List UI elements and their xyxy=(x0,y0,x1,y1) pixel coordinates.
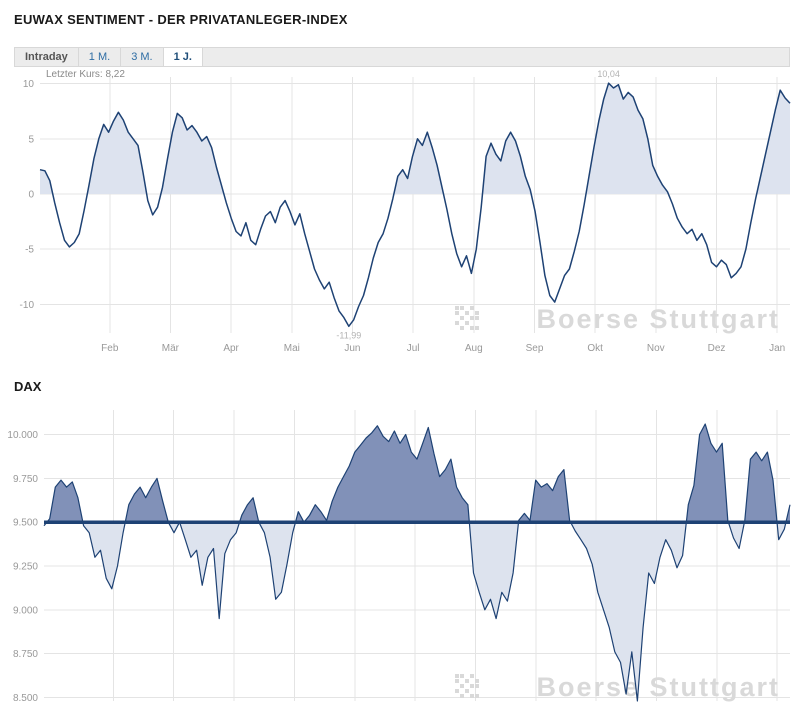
watermark-pixel xyxy=(475,316,479,320)
watermark-pixel xyxy=(460,694,464,698)
watermark-pixel xyxy=(465,321,469,325)
watermark-pixel xyxy=(460,326,464,330)
watermark-pixel xyxy=(470,684,474,688)
y-axis-label: 8.500 xyxy=(13,693,38,704)
y-axis-label: 9.500 xyxy=(13,518,38,529)
x-axis-label: Feb xyxy=(101,343,119,354)
y-axis-label: 5 xyxy=(28,134,34,145)
x-axis-label: Mär xyxy=(162,343,180,354)
period-tabbar: Intraday 1 M. 3 M. 1 J. xyxy=(14,47,790,67)
watermark-pixel xyxy=(470,316,474,320)
watermark-pixel xyxy=(475,311,479,315)
x-axis-label: Dez xyxy=(708,343,726,354)
boerse-stuttgart-watermark: Boerse Stuttgart xyxy=(455,304,780,334)
tab-1-year[interactable]: 1 J. xyxy=(163,48,203,66)
watermark-pixel xyxy=(455,674,459,678)
watermark-pixel xyxy=(455,321,459,325)
y-axis-label: -10 xyxy=(20,300,35,311)
watermark-pixel xyxy=(455,311,459,315)
watermark-text: Boerse Stuttgart xyxy=(536,304,780,334)
boerse-stuttgart-watermark: Boerse Stuttgart xyxy=(455,672,780,702)
y-axis-label: 8.750 xyxy=(13,649,38,660)
gridlines xyxy=(40,77,790,333)
series-line xyxy=(43,423,791,702)
y-axis-label: 10 xyxy=(23,79,35,90)
x-axis-label: Okt xyxy=(587,343,603,354)
extreme-value-annotation: 10,04 xyxy=(597,69,620,79)
watermark-pixel xyxy=(475,694,479,698)
watermark-pixel xyxy=(470,674,474,678)
sentiment-chart: Feb Mär Apr Mai Jun Jul Aug Sep Okt Nov Dez Jan 10 5 0… xyxy=(20,69,791,354)
series-line xyxy=(39,82,791,328)
watermark-pixel xyxy=(475,326,479,330)
x-axis-label: Aug xyxy=(465,343,483,354)
watermark-pixel xyxy=(455,689,459,693)
y-axis-label: -5 xyxy=(25,245,34,256)
watermark-pixel xyxy=(475,684,479,688)
area-fill-above-baseline xyxy=(40,83,790,194)
tab-intraday[interactable]: Intraday xyxy=(15,48,79,66)
x-axis-label: Jul xyxy=(407,343,420,354)
y-axis-label: 10.000 xyxy=(7,430,38,441)
tab-1-month[interactable]: 1 M. xyxy=(79,48,122,66)
watermark-pixel xyxy=(455,679,459,683)
x-axis-label: Jan xyxy=(769,343,785,354)
watermark-pixel xyxy=(465,679,469,683)
area-fill-above-baseline xyxy=(46,424,790,523)
watermark-pixel xyxy=(460,684,464,688)
x-axis-label: Jun xyxy=(344,343,360,354)
sentiment-chart-wrap: Letzter Kurs: 8,22 Feb Mär Apr Mai Jun Jul Aug… xyxy=(0,67,798,361)
page-title: EUWAX SENTIMENT - DER PRIVATANLEGER-INDE… xyxy=(14,12,348,27)
watermark-pixel xyxy=(465,689,469,693)
y-axis-label: 9.000 xyxy=(13,605,38,616)
dax-chart: 10.000 9.750 9.500 9.250 9.000 8.750 8.500 Boer… xyxy=(7,410,791,704)
tab-3-months[interactable]: 3 M. xyxy=(121,48,164,66)
watermark-pixel xyxy=(470,694,474,698)
y-axis-label: 0 xyxy=(28,190,34,201)
watermark-text: Boerse Stuttgart xyxy=(536,672,780,702)
y-axis-label: 9.750 xyxy=(13,474,38,485)
area-fill-below-baseline xyxy=(44,522,790,701)
watermark-pixel xyxy=(460,674,464,678)
x-axis-label: Sep xyxy=(526,343,544,354)
watermark-pixel xyxy=(460,316,464,320)
dax-title: DAX xyxy=(14,379,42,394)
watermark-pixel xyxy=(470,306,474,310)
watermark-pixel xyxy=(475,679,479,683)
watermark-pixel xyxy=(455,306,459,310)
watermark-pixel xyxy=(465,311,469,315)
x-axis-label: Nov xyxy=(647,343,665,354)
last-price-label: Letzter Kurs: 8,22 xyxy=(46,69,125,80)
y-axis-label: 9.250 xyxy=(13,562,38,573)
watermark-pixel xyxy=(470,326,474,330)
watermark-pixel xyxy=(460,306,464,310)
extreme-value-annotation: -11,99 xyxy=(336,330,361,340)
x-axis-label: Apr xyxy=(223,343,239,354)
x-axis-label: Mai xyxy=(284,343,300,354)
